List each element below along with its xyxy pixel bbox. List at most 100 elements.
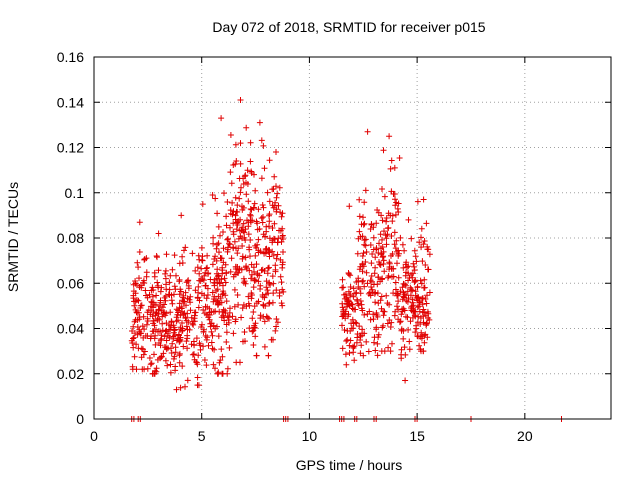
data-point [273,149,279,155]
data-point [219,291,226,298]
data-point [364,280,371,287]
data-point [357,333,364,340]
data-point [170,335,177,342]
data-point [187,307,194,314]
data-point [367,226,374,232]
data-point [416,308,423,315]
data-point [355,284,362,290]
data-point [156,340,162,346]
data-point [354,296,360,303]
data-point [411,267,418,274]
data-point [150,287,157,293]
data-point [256,119,263,126]
data-point [239,224,246,231]
axis-ticks: 0 5 10 15 20 0 0.02 0.04 0.06 0.08 0.1 0.12 0.14 0.16 [57,49,611,444]
data-point [276,184,283,191]
data-point [219,270,226,277]
data-point [260,142,267,149]
data-point [245,198,252,205]
data-point [396,155,403,161]
data-point [380,147,387,154]
data-point [247,139,254,146]
x-tick-label: 5 [198,428,206,444]
data-point [372,289,379,296]
data-point [417,315,424,321]
data-point [418,225,425,232]
data-point [367,277,374,284]
data-point [191,312,198,319]
data-point [386,133,393,140]
data-point [176,291,183,298]
data-point [388,233,395,239]
data-point [274,251,281,258]
data-point [399,284,406,291]
y-tick-label: 0 [76,411,84,427]
data-point [393,248,400,255]
data-point [244,167,251,174]
data-point [266,247,273,254]
data-point [266,198,273,205]
data-point [173,386,180,393]
data-point [384,300,391,307]
data-point [141,366,148,373]
data-point [411,263,418,270]
data-point [274,190,281,197]
data-point [212,253,219,260]
data-point [269,248,276,255]
data-point [265,290,272,297]
data-point [190,321,197,328]
data-point [392,279,399,286]
data-point [161,309,168,316]
data-point [389,273,395,280]
data-point [232,212,239,219]
y-tick-label: 0.06 [57,275,84,291]
data-point [211,276,218,283]
data-point [147,335,154,342]
data-point [194,264,201,271]
data-point [399,306,406,313]
data-point [146,355,153,361]
data-point [255,206,262,213]
data-point [237,140,244,147]
data-point [172,286,179,293]
data-point [389,340,395,347]
data-point [376,259,382,265]
data-point [214,370,221,377]
y-tick-label: 0.16 [57,49,84,65]
data-point [395,298,402,305]
data-point [164,362,171,369]
data-point [141,348,148,355]
data-point [385,210,392,217]
data-point [236,227,243,234]
data-point [357,263,364,270]
data-point [208,328,215,335]
data-point [228,180,235,187]
data-point [342,291,349,297]
data-point [357,298,364,304]
data-point [351,343,358,350]
data-point [200,307,207,313]
data-point [271,220,278,227]
data-point [398,311,405,318]
data-point [259,219,266,226]
data-point [266,279,273,286]
data-point [214,323,220,330]
y-tick-label: 0.1 [65,185,85,201]
data-point [403,313,409,320]
data-point [157,288,164,295]
data-point [261,165,268,172]
data-point [184,345,191,352]
data-point [241,173,248,180]
data-point [184,310,191,317]
data-point [214,210,221,217]
data-point [345,271,352,278]
data-point [152,341,159,348]
data-point [234,250,241,257]
data-point [397,234,404,241]
data-point [270,280,277,287]
data-point [344,327,351,334]
data-point [339,300,346,307]
data-point [194,295,201,302]
data-point [365,348,372,355]
data-point [140,334,147,341]
